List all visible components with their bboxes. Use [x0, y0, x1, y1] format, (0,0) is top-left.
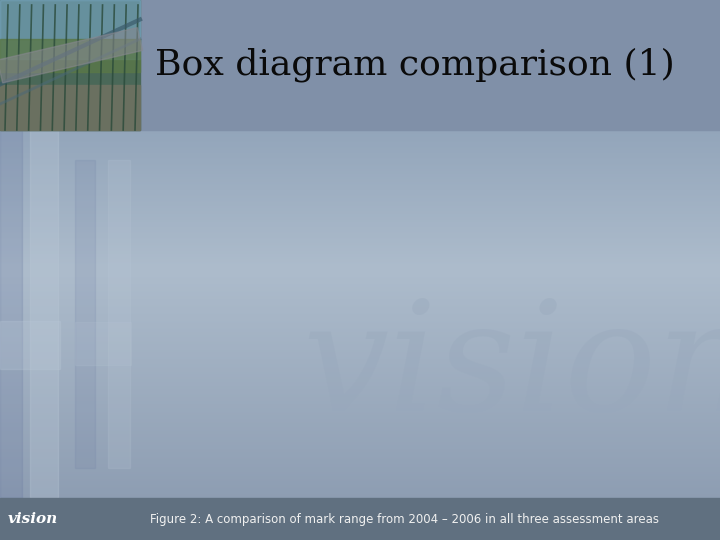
Text: Box diagram comparison (1): Box diagram comparison (1) [155, 48, 675, 82]
Bar [0, 130, 22, 498]
Bar [0, 84, 140, 130]
Bar [75, 322, 131, 365]
Bar [0, 498, 720, 540]
Bar [0, 0, 140, 58]
Bar [0, 39, 140, 71]
Text: vision: vision [8, 512, 58, 526]
Text: Figure 2: A comparison of mark range from 2004 – 2006 in all three assessment ar: Figure 2: A comparison of mark range fro… [150, 512, 659, 525]
Bar [0, 0, 140, 130]
Bar [0, 321, 60, 369]
FancyArrow shape [0, 28, 143, 83]
Text: vision: vision [302, 294, 720, 443]
Bar [0, 0, 720, 130]
Bar [30, 130, 58, 498]
Bar [108, 160, 130, 468]
Bar [75, 160, 95, 468]
